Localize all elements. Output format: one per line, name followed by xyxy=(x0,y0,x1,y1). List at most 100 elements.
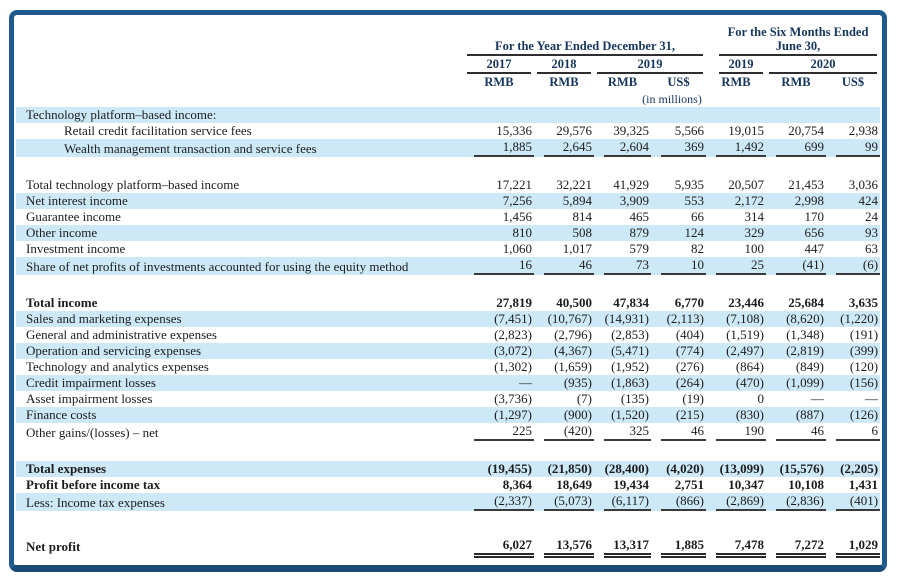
cell-value: (1,520) xyxy=(594,407,651,423)
cell-value: 82 xyxy=(691,241,705,256)
year-header-2020-6m: 2020 xyxy=(769,57,878,74)
cell-value: (1,519) xyxy=(726,327,765,342)
cell-value: (2,823) xyxy=(494,327,532,342)
spacer-row xyxy=(16,275,880,295)
currency-header: RMB xyxy=(607,75,638,89)
cell-value: 1,029 xyxy=(826,537,881,558)
cell-value: 25,684 xyxy=(788,295,825,310)
cell-value: 699 xyxy=(766,139,827,157)
cell-value: 5,935 xyxy=(674,177,705,192)
cell-value: 5,894 xyxy=(534,193,594,209)
cell-value: 6 xyxy=(826,423,881,441)
row-label: Sales and marketing expenses xyxy=(16,311,464,327)
row-label: Credit impairment losses xyxy=(16,375,464,391)
cell-value: 40,500 xyxy=(556,295,592,310)
row-label: Profit before income tax xyxy=(26,477,161,492)
spacer-cell xyxy=(16,511,880,537)
table-row: Total expenses (19,455) (21,850) (28,400) (4… xyxy=(16,461,881,477)
cell-value: (135) xyxy=(620,391,649,406)
cell-value: (156) xyxy=(826,375,881,391)
table-row: Other income 810 508 879 124 329 656 93 xyxy=(16,225,881,241)
cell-value: 508 xyxy=(534,225,594,241)
header-units-row: (in millions) xyxy=(16,91,880,107)
cell-value: 7,272 xyxy=(766,537,827,558)
cell-value: 190 xyxy=(706,423,767,441)
cell-value: 63 xyxy=(865,241,879,256)
cell-value: 24 xyxy=(865,209,879,224)
cell-value: 5,566 xyxy=(674,123,705,138)
table-row: Total income 27,819 40,500 47,834 6,770 23,44… xyxy=(16,295,880,311)
cell-value: 0 xyxy=(757,391,765,406)
row-label: Net interest income xyxy=(16,193,464,209)
table-row: Less: Income tax expenses (2,337) (5,073)(… xyxy=(16,493,881,511)
cell-value: 100 xyxy=(744,241,765,256)
cell-value xyxy=(766,107,827,123)
cell-value: (215) xyxy=(651,407,707,423)
row-label: Share of net profits of investments acco… xyxy=(16,257,464,275)
cell-value: 10 xyxy=(651,257,707,275)
cell-value: (6,117) xyxy=(594,493,651,511)
cell-value: 66 xyxy=(691,209,705,224)
cell-value: (126) xyxy=(826,407,881,423)
currency-header: RMB xyxy=(549,75,579,89)
header-years-row: 2017 2018 2019 2019 2020 xyxy=(16,56,880,74)
cell-value: 879 xyxy=(594,225,651,241)
cell-value: 579 xyxy=(629,241,650,256)
row-label: Wealth management transaction and servic… xyxy=(16,139,464,157)
cell-value: (21,850) xyxy=(534,461,594,477)
row-label: Guarantee income xyxy=(26,209,121,224)
cell-value: 20,754 xyxy=(788,123,825,138)
cell-value: (2,836) xyxy=(766,493,827,511)
cell-value: (41) xyxy=(766,257,827,275)
year-ended-group-header: For the Year Ended December 31, xyxy=(467,39,704,56)
cell-value: 6,027 xyxy=(464,537,534,558)
year-header-2018: 2018 xyxy=(537,57,591,74)
cell-value: 46 xyxy=(534,257,594,275)
year-header-2019-6m: 2019 xyxy=(719,57,764,74)
year-header-2017: 2017 xyxy=(467,57,531,74)
row-label: Technology platform–based income: xyxy=(16,107,464,123)
table-row: General and administrative expenses (2,82… xyxy=(16,327,880,343)
cell-value: 10,108 xyxy=(788,477,825,492)
cell-value: (1,099) xyxy=(766,375,827,391)
cell-value xyxy=(706,107,767,123)
cell-value: 3,635 xyxy=(848,295,879,310)
currency-header: US$ xyxy=(667,75,690,89)
cell-value: 41,929 xyxy=(613,177,649,192)
cell-value: 8,364 xyxy=(502,477,532,492)
cell-value: (3,736) xyxy=(494,391,532,406)
cell-value: 21,453 xyxy=(788,177,825,192)
cell-value: — xyxy=(811,391,825,406)
cell-value: (19,455) xyxy=(464,461,534,477)
cell-value: 2,645 xyxy=(534,139,594,157)
cell-value: 17,221 xyxy=(496,177,532,192)
cell-value: 2,938 xyxy=(848,123,879,138)
cell-value: (1,659) xyxy=(554,359,592,374)
cell-value: 32,221 xyxy=(556,177,592,192)
cell-value: 329 xyxy=(706,225,767,241)
cell-value: 1,885 xyxy=(651,537,707,558)
cell-value: (191) xyxy=(849,327,879,342)
spacer-cell xyxy=(16,441,880,461)
cell-value: — xyxy=(464,375,534,391)
spacer-cell xyxy=(16,275,880,295)
cell-value: 2,604 xyxy=(594,139,651,157)
cell-value: (2,113) xyxy=(651,311,707,327)
cell-value: (866) xyxy=(651,493,707,511)
cell-value: — xyxy=(865,391,879,406)
cell-value: (5,471) xyxy=(594,343,651,359)
cell-value: (2,796) xyxy=(554,327,592,342)
cell-value: 3,909 xyxy=(594,193,651,209)
currency-header: RMB xyxy=(484,75,514,89)
cell-value: (15,576) xyxy=(766,461,827,477)
header-currency-row: RMB RMB RMB US$ RMB RMB US$ xyxy=(16,74,880,91)
currency-header: US$ xyxy=(841,75,865,89)
cell-value: 19,434 xyxy=(613,477,649,492)
table-header: For the Year Ended December 31, For the … xyxy=(16,25,880,107)
cell-value: (7) xyxy=(576,391,592,406)
cell-value: 93 xyxy=(826,225,881,241)
table-row: Sales and marketing expenses (7,451) (10,7… xyxy=(16,311,881,327)
cell-value: 2,998 xyxy=(766,193,827,209)
cell-value: 15,336 xyxy=(496,123,532,138)
cell-value: (1,220) xyxy=(826,311,881,327)
